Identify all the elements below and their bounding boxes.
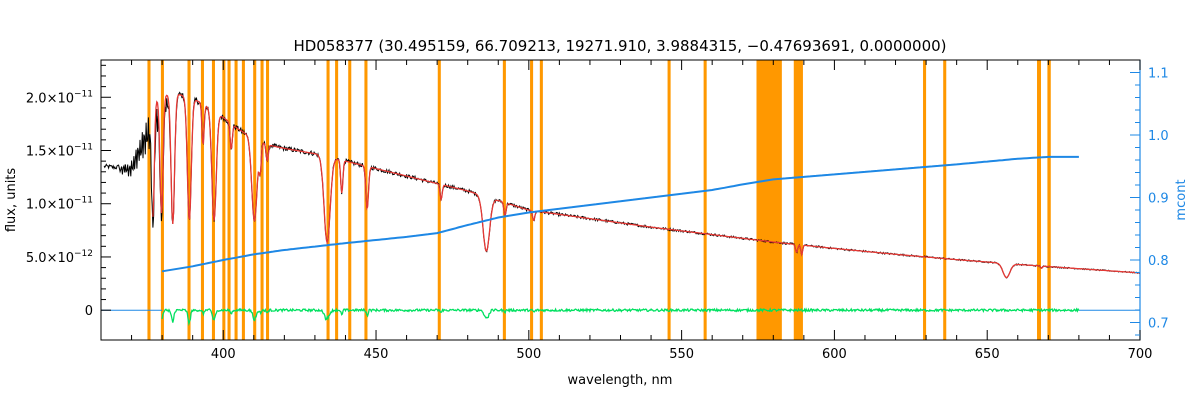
residual-line <box>161 306 1080 327</box>
x-tick-label: 650 <box>975 347 1000 362</box>
masked-region <box>227 60 231 340</box>
chart-title: HD058377 (30.495159, 66.709213, 19271.91… <box>293 37 946 55</box>
continuum-line <box>161 155 1079 273</box>
x-axis: 400 450 500 550 600 650 700 <box>100 60 1153 362</box>
y2-axis: 0.7 0.8 0.9 1.0 1.1 <box>1130 67 1169 336</box>
x-tick-label: 500 <box>516 347 541 362</box>
masked-region <box>1037 60 1041 340</box>
y2-tick-label: 1.1 <box>1148 67 1169 82</box>
y-axis: 0 5.0×10−12 1.0×10−11 1.5×10−11 2.0×10−11 <box>26 64 111 319</box>
masked-region <box>1047 60 1051 340</box>
y2-axis-label: mcont <box>1174 179 1189 220</box>
masked-region <box>234 60 238 340</box>
y-tick-label: 0 <box>85 304 93 319</box>
y-tick-label: 5.0×10−12 <box>26 249 93 266</box>
y2-tick-label: 0.7 <box>1148 317 1169 332</box>
masked-region <box>241 60 245 340</box>
masked-region <box>200 60 204 340</box>
masked-region <box>756 60 782 340</box>
masked-region <box>943 60 947 340</box>
masked-region <box>187 60 191 340</box>
masked-region <box>502 60 506 340</box>
x-tick-label: 450 <box>364 347 389 362</box>
masked-region <box>793 60 803 340</box>
model-fit-line <box>152 94 1140 279</box>
masked-region <box>335 60 339 340</box>
masked-region <box>211 60 215 340</box>
x-tick-label: 700 <box>1128 347 1153 362</box>
masked-region <box>260 60 264 340</box>
x-tick-label: 600 <box>822 347 847 362</box>
masked-regions <box>147 60 1051 340</box>
y-tick-label: 2.0×10−11 <box>26 89 93 106</box>
x-tick-label: 550 <box>669 347 694 362</box>
masked-region <box>253 60 257 340</box>
masked-region <box>222 60 226 340</box>
masked-region <box>530 60 534 340</box>
masked-region <box>667 60 671 340</box>
y2-tick-label: 0.8 <box>1148 254 1169 269</box>
y-tick-label: 1.0×10−11 <box>26 196 93 213</box>
x-tick-label: 400 <box>211 347 236 362</box>
y-tick-label: 1.5×10−11 <box>26 142 93 159</box>
x-axis-label: wavelength, nm <box>568 373 673 388</box>
masked-region <box>923 60 927 340</box>
masked-region <box>147 60 151 340</box>
y-axis-label: flux, units <box>4 168 19 233</box>
y2-tick-label: 1.0 <box>1148 129 1169 144</box>
masked-region <box>348 60 352 340</box>
masked-region <box>703 60 707 340</box>
masked-region <box>326 60 330 340</box>
masked-region <box>539 60 543 340</box>
series-layer <box>101 91 1140 327</box>
y2-tick-label: 0.9 <box>1148 192 1169 207</box>
masked-region <box>266 60 270 340</box>
masked-region <box>437 60 441 340</box>
